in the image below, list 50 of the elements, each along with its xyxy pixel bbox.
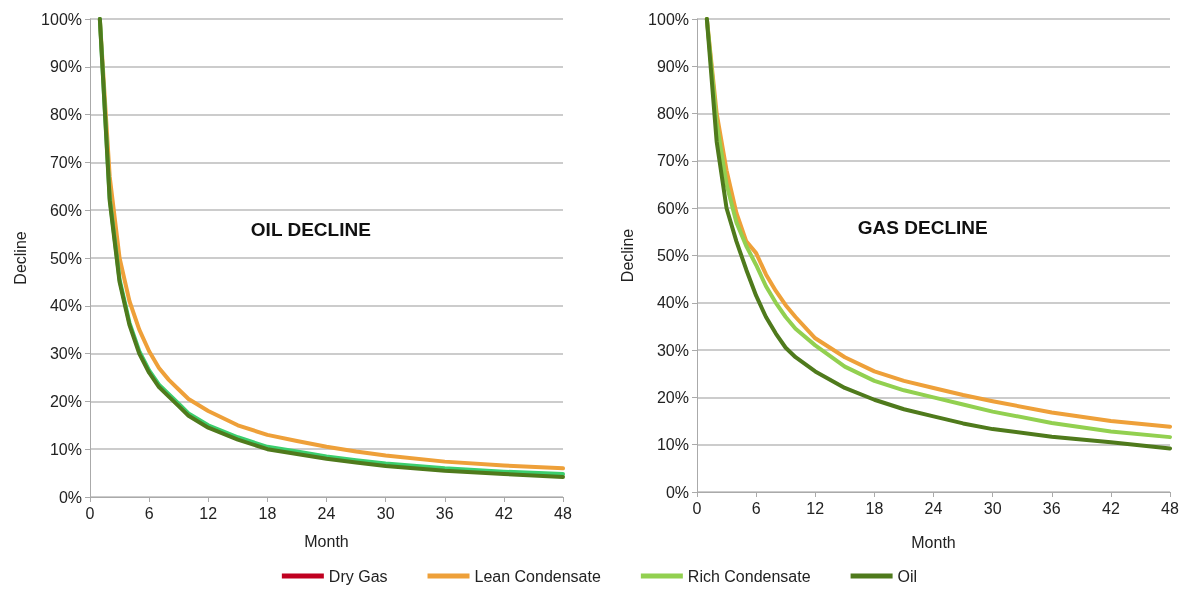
y-tick-label: 100% (41, 10, 82, 28)
y-tick-label: 10% (656, 436, 689, 454)
y-tick-label: 100% (648, 10, 689, 28)
x-tick-label: 42 (494, 504, 513, 522)
y-tick-label: 20% (656, 388, 689, 406)
y-tick-label: 90% (656, 57, 689, 75)
y-tick-label: 70% (49, 153, 82, 171)
y-tick-label: 40% (49, 297, 82, 315)
annotation: OIL DECLINE (250, 218, 371, 240)
x-tick-label: 6 (751, 499, 761, 517)
x-tick-label: 12 (199, 504, 218, 522)
x-tick-label: 24 (924, 499, 943, 517)
x-tick-label: 6 (144, 504, 154, 522)
y-tick-label: 60% (656, 199, 689, 217)
annotation: GAS DECLINE (857, 216, 988, 238)
y-tick-label: 0% (58, 488, 82, 506)
y-tick-label: 80% (49, 106, 82, 124)
y-tick-label: 80% (656, 105, 689, 123)
x-tick-label: 0 (85, 504, 95, 522)
legend-label: Dry Gas (328, 567, 388, 585)
x-axis-title: Month (304, 532, 349, 550)
x-tick-label: 24 (317, 504, 336, 522)
y-tick-label: 60% (49, 201, 82, 219)
y-axis-title: Decline (11, 231, 29, 285)
y-tick-label: 0% (665, 483, 689, 501)
y-tick-label: 50% (49, 249, 82, 267)
x-tick-label: 0 (692, 499, 702, 517)
y-tick-label: 10% (49, 440, 82, 458)
legend-label: Lean Condensate (474, 567, 601, 585)
legend-label: Rich Condensate (687, 567, 811, 585)
y-tick-label: 30% (49, 345, 82, 363)
x-tick-label: 18 (865, 499, 884, 517)
y-tick-label: 30% (656, 341, 689, 359)
x-axis-title: Month (911, 533, 956, 551)
x-tick-label: 30 (983, 499, 1002, 517)
x-tick-label: 30 (376, 504, 395, 522)
x-tick-label: 48 (554, 504, 572, 522)
x-tick-label: 12 (806, 499, 825, 517)
y-tick-label: 40% (656, 294, 689, 312)
x-tick-label: 42 (1101, 499, 1120, 517)
x-tick-label: 36 (435, 504, 454, 522)
x-tick-label: 36 (1042, 499, 1061, 517)
x-tick-label: 48 (1161, 499, 1179, 517)
y-axis-title: Decline (618, 228, 636, 283)
y-tick-label: 20% (49, 392, 82, 410)
y-tick-label: 90% (49, 58, 82, 76)
y-tick-label: 50% (656, 247, 689, 264)
x-tick-label: 18 (258, 504, 277, 522)
y-tick-label: 70% (656, 152, 689, 170)
legend-label: Oil (897, 567, 918, 585)
